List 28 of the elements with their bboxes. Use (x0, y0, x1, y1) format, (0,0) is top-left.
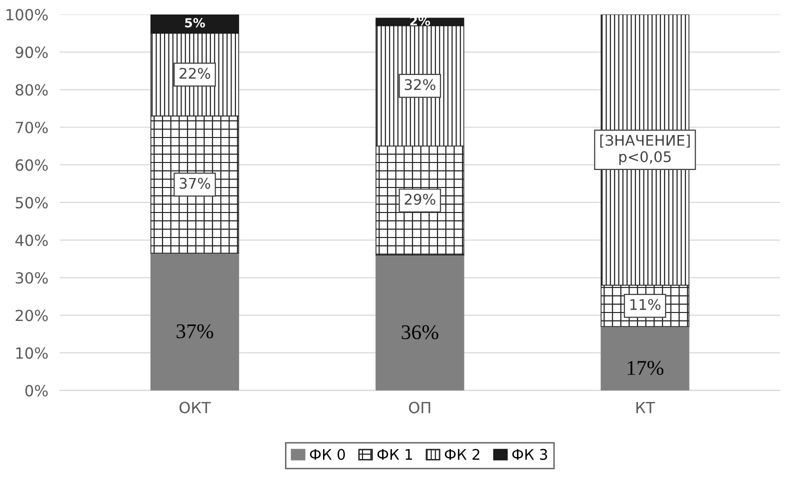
data-label: 22% (180, 68, 210, 79)
y-tick-label: 100% (6, 8, 48, 20)
y-tick-label: 10% (16, 347, 48, 359)
y-tick-label: 70% (16, 122, 48, 134)
legend-label: ФК 1 (377, 449, 412, 460)
legend-label: ФК 2 (444, 448, 480, 460)
legend-label: ФК 3 (512, 448, 548, 460)
data-label: 32% (404, 79, 436, 90)
data-label: 37% (180, 178, 210, 189)
legend-label: ФК 0 (310, 448, 345, 460)
data-label: 29% (404, 194, 436, 205)
data-label: 37% (176, 324, 214, 338)
data-label: 17% (628, 360, 664, 376)
data-label: [ЗНАЧЕНИЕ] p<0,05 (600, 134, 690, 166)
y-tick-label: 40% (15, 234, 48, 246)
x-tick-label: ОКТ (180, 402, 211, 414)
y-tick-label: 60% (16, 159, 48, 171)
data-label: 11% (630, 299, 660, 310)
y-tick-label: 30% (16, 272, 48, 284)
y-tick-label: 80% (16, 84, 48, 96)
x-tick-label: ОП (408, 402, 430, 414)
x-tick-label: КТ (636, 402, 656, 414)
data-label: 36% (402, 325, 438, 340)
y-tick-label: 50% (16, 196, 48, 208)
y-tick-label: 0% (25, 384, 48, 396)
y-tick-label: 20% (16, 310, 48, 322)
data-label: 5% (185, 18, 205, 28)
y-tick-label: 90% (16, 46, 48, 58)
